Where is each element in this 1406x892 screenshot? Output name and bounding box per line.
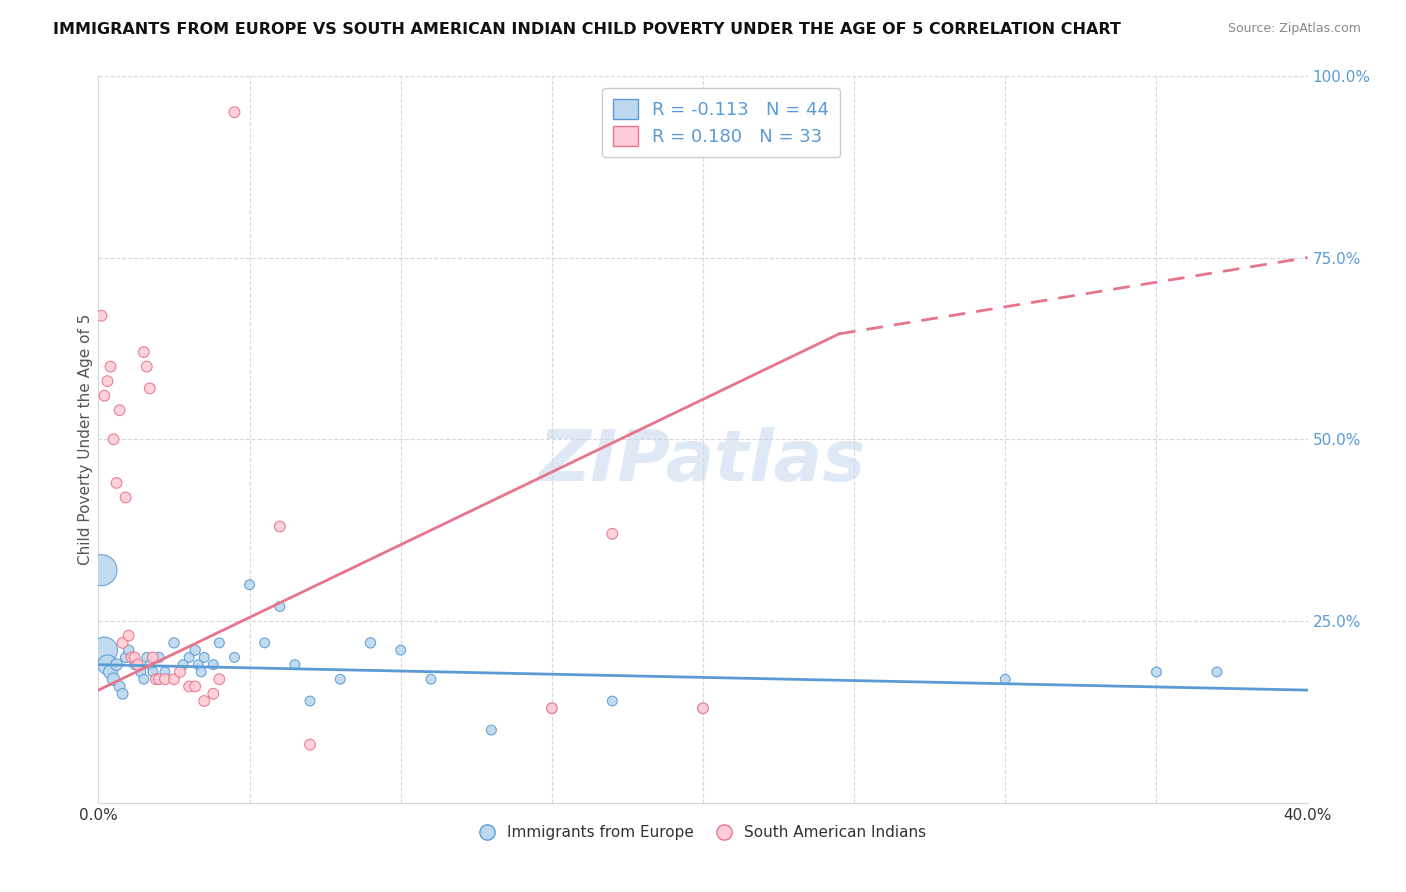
Point xyxy=(269,599,291,614)
Point xyxy=(602,694,624,708)
Point xyxy=(994,672,1017,686)
Point xyxy=(420,672,443,686)
Point xyxy=(202,687,225,701)
Point xyxy=(269,519,291,533)
Point xyxy=(602,526,624,541)
Point xyxy=(329,672,352,686)
Point xyxy=(96,374,118,388)
Point xyxy=(224,105,246,120)
Text: ZIPatlas: ZIPatlas xyxy=(540,426,866,496)
Point xyxy=(190,665,212,679)
Point xyxy=(163,672,186,686)
Legend: Immigrants from Europe, South American Indians: Immigrants from Europe, South American I… xyxy=(474,819,932,846)
Point xyxy=(103,672,125,686)
Point xyxy=(100,359,122,374)
Point xyxy=(172,657,194,672)
Point xyxy=(93,389,115,403)
Point xyxy=(132,672,155,686)
Point xyxy=(142,650,165,665)
Point xyxy=(108,403,131,417)
Point xyxy=(299,738,322,752)
Point xyxy=(124,650,146,665)
Point xyxy=(111,687,134,701)
Point xyxy=(148,672,170,686)
Point xyxy=(284,657,307,672)
Point xyxy=(135,359,157,374)
Point xyxy=(202,657,225,672)
Point xyxy=(163,636,186,650)
Point xyxy=(124,657,146,672)
Point xyxy=(118,643,141,657)
Point xyxy=(389,643,412,657)
Point xyxy=(692,701,714,715)
Point xyxy=(93,643,115,657)
Point xyxy=(129,665,152,679)
Point xyxy=(239,578,262,592)
Point xyxy=(118,629,141,643)
Point xyxy=(142,665,165,679)
Point xyxy=(540,701,562,715)
Point xyxy=(111,636,134,650)
Point xyxy=(193,650,215,665)
Point xyxy=(90,563,112,577)
Point xyxy=(139,657,162,672)
Point xyxy=(114,491,136,505)
Point xyxy=(153,665,176,679)
Point xyxy=(360,636,382,650)
Point xyxy=(148,650,170,665)
Point xyxy=(153,672,176,686)
Point xyxy=(105,657,128,672)
Point xyxy=(127,657,149,672)
Point xyxy=(132,345,155,359)
Point xyxy=(139,381,162,395)
Point xyxy=(135,650,157,665)
Text: IMMIGRANTS FROM EUROPE VS SOUTH AMERICAN INDIAN CHILD POVERTY UNDER THE AGE OF 5: IMMIGRANTS FROM EUROPE VS SOUTH AMERICAN… xyxy=(53,22,1122,37)
Point xyxy=(692,701,714,715)
Point xyxy=(184,680,207,694)
Point xyxy=(114,650,136,665)
Point xyxy=(253,636,276,650)
Point xyxy=(208,636,231,650)
Point xyxy=(208,672,231,686)
Point xyxy=(224,650,246,665)
Point xyxy=(169,665,191,679)
Point xyxy=(187,657,209,672)
Point xyxy=(179,680,201,694)
Point xyxy=(105,475,128,490)
Point xyxy=(100,665,122,679)
Point xyxy=(184,643,207,657)
Point xyxy=(299,694,322,708)
Point xyxy=(193,694,215,708)
Point xyxy=(481,723,503,737)
Point xyxy=(108,680,131,694)
Text: Source: ZipAtlas.com: Source: ZipAtlas.com xyxy=(1227,22,1361,36)
Point xyxy=(540,701,562,715)
Y-axis label: Child Poverty Under the Age of 5: Child Poverty Under the Age of 5 xyxy=(77,314,93,565)
Point xyxy=(103,432,125,446)
Point xyxy=(90,309,112,323)
Point xyxy=(145,672,167,686)
Point xyxy=(179,650,201,665)
Point xyxy=(121,650,143,665)
Point xyxy=(1144,665,1167,679)
Point xyxy=(1206,665,1229,679)
Point xyxy=(96,657,118,672)
